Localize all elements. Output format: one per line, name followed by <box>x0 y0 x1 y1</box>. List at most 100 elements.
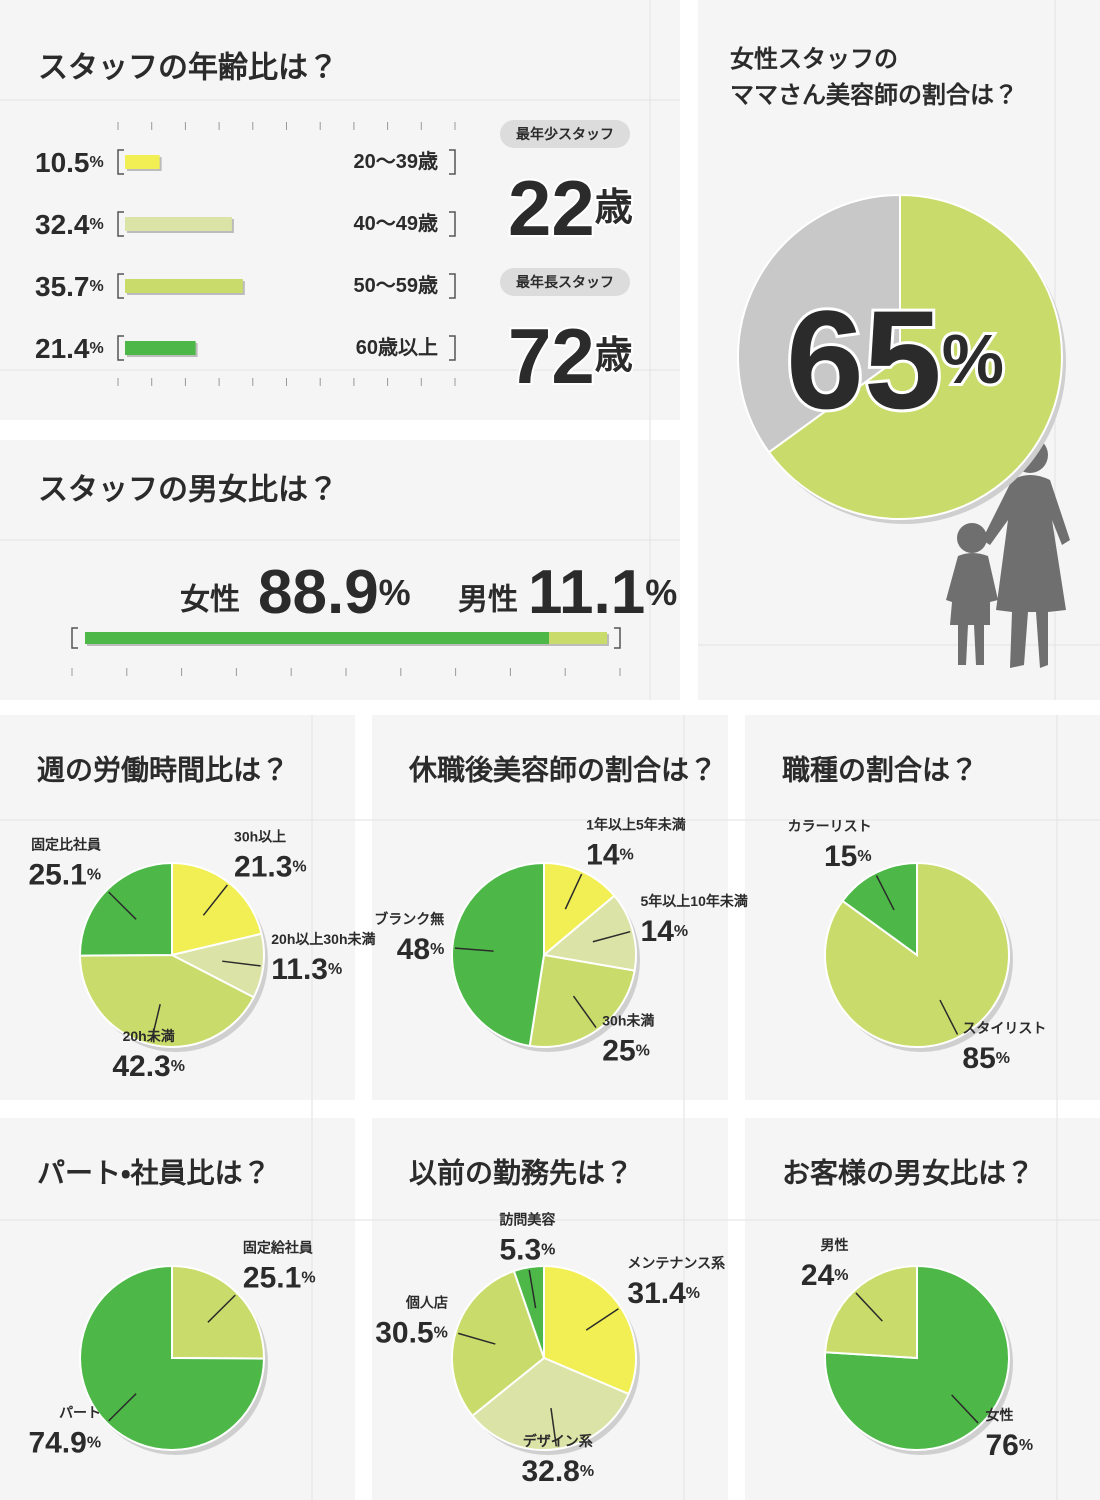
value-number: 25.1 <box>28 858 86 891</box>
pie-slice <box>470 1356 630 1451</box>
value-unit: % <box>996 1050 1010 1067</box>
chart-title: スタッフの男女比は？ <box>38 474 338 507</box>
value-number: 32.4 <box>35 209 90 240</box>
value-number: 21.4 <box>35 333 90 364</box>
badge <box>500 120 630 148</box>
value-label: 14% <box>586 838 634 871</box>
category-label: カラーリスト <box>788 818 872 834</box>
pie-slice <box>767 193 1063 520</box>
value-label: 25.1% <box>243 1261 316 1294</box>
bracket <box>449 149 456 175</box>
category-label: メンテナンス系 <box>627 1255 725 1271</box>
bracket <box>449 211 456 237</box>
category-label: パート <box>59 1404 101 1420</box>
pie-slice <box>543 1264 637 1396</box>
value-label: 11.3% <box>271 953 342 986</box>
leader-line <box>202 884 228 916</box>
value-unit: % <box>171 1058 185 1075</box>
value-label: 21.3% <box>234 850 307 883</box>
category-label: 訪問美容 <box>499 1211 555 1227</box>
bracket <box>117 335 124 361</box>
leader-line <box>592 930 631 943</box>
category-label: 個人店 <box>405 1294 448 1310</box>
value-number: 21.3 <box>234 850 292 883</box>
leader-line <box>939 999 959 1035</box>
value-unit: % <box>90 278 104 295</box>
pie-slice <box>78 953 256 1048</box>
value-unit: % <box>1019 1436 1033 1453</box>
bracket <box>449 335 456 361</box>
value-label: 24% <box>801 1259 849 1292</box>
value-unit: % <box>328 961 342 978</box>
bracket <box>71 627 78 649</box>
value-label: 42.3% <box>112 1050 185 1083</box>
pie-slice <box>169 932 265 999</box>
value-label: 25% <box>602 1034 650 1067</box>
value-label: 74.9% <box>28 1426 101 1459</box>
value-number: 30.5 <box>375 1316 433 1349</box>
leader-line <box>951 1394 979 1424</box>
category-label: 40～49歳 <box>354 211 439 235</box>
value-unit: % <box>379 572 411 613</box>
value-number: 76 <box>985 1428 1018 1461</box>
value-number: 15 <box>824 839 857 872</box>
value-number: 42.3 <box>112 1050 170 1083</box>
value-label: 76% <box>985 1428 1033 1461</box>
value-label: 30.5% <box>375 1316 448 1349</box>
category-label: 1年以上5年未満 <box>586 816 686 832</box>
value-number: 85 <box>962 1042 995 1075</box>
bracket <box>117 149 124 175</box>
chart-title: パート・社員比は？ <box>37 1158 271 1189</box>
value-label: 21.4% <box>35 333 104 364</box>
chart-title: スタッフの年齢比は？ <box>38 52 338 85</box>
category-label: 20～39歳 <box>354 149 439 173</box>
leader-line <box>222 960 261 967</box>
category-label: 5年以上10年未満 <box>641 893 748 909</box>
bar-segment <box>85 632 550 644</box>
category-label: 固定比社員 <box>31 837 101 853</box>
value-unit: % <box>580 1463 594 1480</box>
value-unit: % <box>90 154 104 171</box>
value-unit: % <box>430 941 444 958</box>
category-label: 50～59歳 <box>354 273 439 297</box>
category-label: 20h未満 <box>123 1028 175 1044</box>
value-unit: % <box>90 340 104 357</box>
value-number: 35.7 <box>35 271 90 302</box>
category-label: 固定給社員 <box>243 1240 313 1256</box>
value-unit: % <box>636 1042 650 1059</box>
leader-line <box>458 1332 496 1345</box>
leader-line <box>875 875 895 911</box>
value-number: 14 <box>586 838 620 871</box>
legend-label: 男性 <box>458 584 518 617</box>
value-unit: % <box>686 1284 700 1301</box>
pie-slice <box>451 861 545 1048</box>
value-label: 5.3% <box>499 1233 555 1266</box>
leader-line <box>150 1004 161 1042</box>
value-unit: % <box>541 1241 555 1258</box>
value-unit: % <box>674 922 688 939</box>
value-label: 25.1% <box>28 858 101 891</box>
annotation-value: 22歳 <box>508 164 633 252</box>
value-label: 14% <box>641 914 689 947</box>
leader-line <box>528 1269 537 1309</box>
value-number: 72 <box>508 312 595 400</box>
bar <box>125 155 160 169</box>
leader-line <box>550 1408 558 1447</box>
category-label: 男性 <box>821 1237 849 1253</box>
pie-slice <box>824 1264 918 1360</box>
bracket <box>117 273 124 299</box>
value-label: 48% <box>397 933 445 966</box>
chart-title: 女性スタッフの ママさん美容師の割合は？ <box>730 46 1018 109</box>
leader-line <box>108 1393 137 1422</box>
chart-title: 以前の勤務先は？ <box>409 1157 633 1189</box>
bracket <box>117 211 124 237</box>
value-unit: % <box>90 216 104 233</box>
category-label: 30h未満 <box>602 1012 654 1028</box>
bar-segment <box>549 632 607 644</box>
value-label: 10.5% <box>35 147 104 178</box>
value-number: 10.5 <box>35 147 90 178</box>
value-number: 31.4 <box>627 1276 686 1309</box>
pie-slice <box>528 953 636 1048</box>
value-unit: % <box>942 320 1004 398</box>
value-unit: % <box>292 858 306 875</box>
